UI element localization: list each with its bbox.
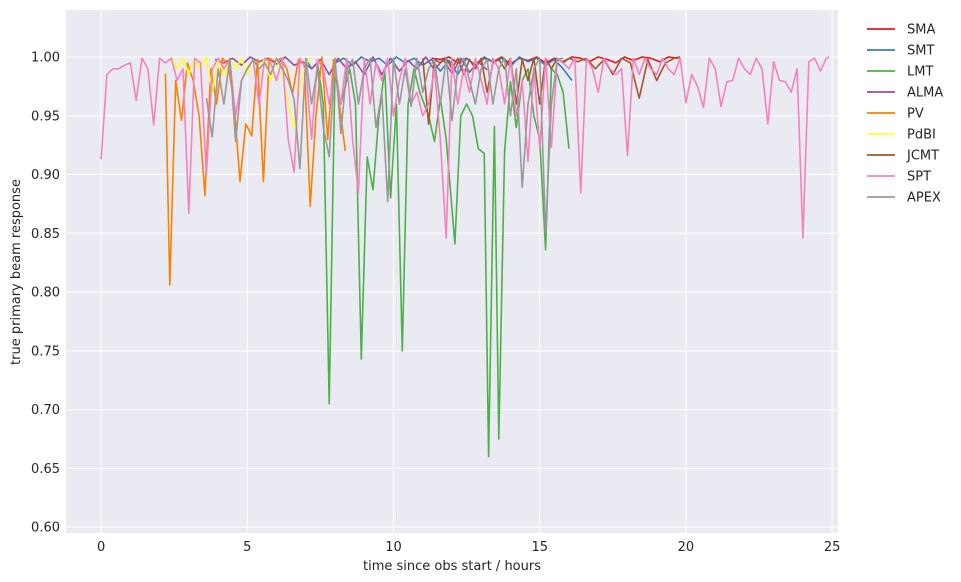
x-axis-label: time since obs start / hours [363,559,541,574]
series-line-apex [205,57,564,235]
y-tick-label: 0.85 [31,227,60,242]
y-tick-label: 0.60 [31,521,60,536]
y-tick-labels: 0.60 0.65 0.70 0.75 0.80 0.85 0.90 0.95 1.00 [31,51,60,536]
y-tick-label: 1.00 [31,51,60,66]
legend-label-apex: APEX [907,191,941,206]
series-line-spt [100,56,830,239]
legend-label-pv: PV [907,107,924,122]
y-tick-label: 0.95 [31,109,60,124]
legend-label-jcmt: JCMT [906,149,939,164]
x-tick-label: 25 [824,540,841,555]
y-tick-label: 0.80 [31,286,60,301]
x-tick-label: 20 [678,540,695,555]
x-tick-label: 10 [385,540,402,555]
y-tick-label: 0.75 [31,344,60,359]
legend: SMA SMT LMT ALMA PV PdBI JCMT SPT APEX [867,23,943,206]
x-tick-labels: 0 5 10 15 20 25 [97,540,840,555]
x-tick-label: 0 [97,540,105,555]
legend-label-lmt: LMT [907,65,933,80]
legend-label-pdbi: PdBI [907,128,936,143]
series-group [100,56,830,458]
y-tick-label: 0.70 [31,403,60,418]
y-tick-label: 0.65 [31,462,60,477]
plot-background [66,10,838,533]
y-axis-label: true primary beam response [9,179,24,365]
x-tick-label: 5 [243,540,251,555]
x-tick-label: 15 [531,540,548,555]
legend-label-smt: SMT [907,44,934,59]
y-tick-label: 0.90 [31,168,60,183]
legend-label-spt: SPT [907,170,931,185]
legend-label-alma: ALMA [907,86,943,101]
legend-label-sma: SMA [907,23,935,38]
